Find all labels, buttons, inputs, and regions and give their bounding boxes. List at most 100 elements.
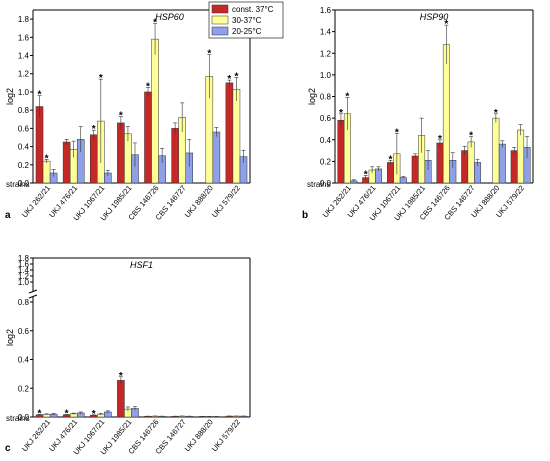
bar-group: *	[89, 409, 112, 420]
bar	[35, 106, 44, 184]
significance-star: *	[395, 127, 399, 138]
legend-swatch	[211, 4, 229, 14]
axes: 0.0 0.2 0.4 0.6 0.8 1.01.21.41.61.8	[18, 254, 251, 422]
panel-c: 0.0 0.2 0.4 0.6 0.8 1.01.21.41.61.8 log2 HSF1 c s…	[5, 254, 251, 457]
bar	[436, 142, 444, 184]
bar-group: **	[35, 90, 58, 184]
significance-star: *	[119, 111, 123, 122]
y-tick-label: 1.2	[18, 70, 30, 79]
strains-label: strains	[6, 180, 30, 189]
bar	[144, 91, 152, 184]
bar	[337, 120, 345, 184]
y-tick-label: 1.6	[18, 260, 30, 269]
y-tick-label: 0.4	[18, 143, 30, 152]
bar-group: **	[225, 71, 248, 184]
bar-group	[411, 117, 432, 184]
bar	[467, 141, 475, 184]
significance-star: *	[92, 124, 96, 135]
strains-label: strains	[307, 180, 331, 189]
bar-group: **	[436, 19, 457, 184]
significance-star: *	[38, 90, 42, 101]
y-tick-label: 0.4	[18, 356, 30, 365]
significance-star: *	[339, 108, 343, 119]
legend-label: const. 37°C	[232, 5, 274, 14]
bar	[171, 128, 179, 184]
bar-group: *	[35, 408, 58, 419]
bar-group: *	[461, 131, 482, 184]
significance-star: *	[364, 169, 368, 180]
y-tick-label: 1.0	[320, 71, 332, 80]
y-tick-label: 1.8	[18, 254, 30, 263]
y-tick-label: 1.6	[18, 33, 30, 42]
y-tick-label: 0.2	[18, 161, 30, 170]
legend-swatch	[211, 15, 229, 25]
chart-title: HSP60	[155, 12, 184, 22]
y-tick-label: 1.4	[18, 52, 30, 61]
strains-label: strains	[6, 414, 30, 423]
bar	[212, 131, 221, 184]
y-tick-label: 0.8	[18, 298, 30, 307]
y-tick-label: 1.2	[320, 49, 332, 58]
bar	[442, 44, 450, 184]
y-axis-label: log2	[5, 329, 15, 346]
bar	[498, 143, 506, 184]
bar-group	[198, 415, 221, 418]
significance-star: *	[153, 18, 157, 29]
legend: const. 37°C 30-37°C 20-25°C	[208, 1, 284, 39]
bar-group	[510, 124, 531, 184]
y-tick-label: 0.2	[18, 384, 30, 393]
y-tick-label: 0.6	[18, 124, 30, 133]
bar	[225, 82, 234, 184]
significance-star: *	[469, 131, 473, 142]
bar	[151, 38, 159, 184]
y-tick-label: 0.2	[320, 157, 332, 166]
y-axis-label: log2	[5, 88, 15, 105]
significance-star: *	[119, 371, 123, 382]
significance-star: *	[99, 73, 103, 84]
bar	[89, 134, 98, 184]
y-tick-label: 1.0	[18, 88, 30, 97]
bar	[232, 88, 241, 184]
y-tick-label: 1.4	[320, 28, 332, 37]
y-tick-label: 0.6	[320, 114, 332, 123]
chart-title: HSP90	[420, 12, 449, 22]
axis-break-mark	[28, 294, 38, 299]
panel-letter: c	[5, 443, 11, 454]
bar	[124, 133, 132, 184]
bar-group: *	[62, 408, 85, 419]
bar-group: *	[205, 49, 221, 184]
bar-group	[171, 102, 194, 184]
significance-star: *	[38, 408, 42, 419]
panel-b: 0.0 0.2 0.4 0.6 0.8 1.0 1.2 1.4 1.6 log2 HSP90 b str…	[302, 6, 534, 223]
y-tick-label: 0.6	[18, 327, 30, 336]
bar-group: *	[117, 371, 139, 418]
significance-star: *	[234, 71, 238, 82]
x-tick-label: UKJ 579/22	[210, 184, 242, 220]
bar	[510, 150, 518, 184]
panel-letter: b	[302, 210, 308, 221]
bar-group: **	[144, 18, 166, 184]
y-tick-label: 1.4	[18, 266, 30, 275]
legend-label: 20-25°C	[232, 27, 262, 36]
y-tick-label: 0.0	[18, 413, 30, 422]
legend-label: 30-37°C	[232, 16, 262, 25]
axes: 0.0 0.2 0.4 0.6 0.8 1.0 1.2 1.4 1.6	[320, 6, 534, 188]
bar	[461, 150, 469, 184]
x-tick-label: UKJ 579/22	[210, 418, 242, 454]
bar	[42, 160, 51, 184]
bar-group	[62, 126, 85, 184]
y-tick-label: 0.0	[18, 179, 30, 188]
significance-star: *	[45, 153, 49, 164]
significance-star: *	[207, 49, 211, 60]
panel-letter: a	[5, 210, 11, 221]
panel-a: 0.0 0.2 0.4 0.6 0.8 1.0 1.2 1.4 1.6 1.8 log2 HSP60 a…	[5, 9, 251, 223]
bar	[62, 141, 71, 184]
axis-break-mark	[28, 289, 38, 294]
y-tick-label: 0.0	[320, 179, 332, 188]
bar-group: *	[117, 111, 139, 184]
y-tick-label: 1.6	[320, 6, 332, 15]
y-tick-label: 0.8	[320, 93, 332, 102]
significance-star: *	[388, 154, 392, 165]
significance-star: *	[494, 108, 498, 119]
